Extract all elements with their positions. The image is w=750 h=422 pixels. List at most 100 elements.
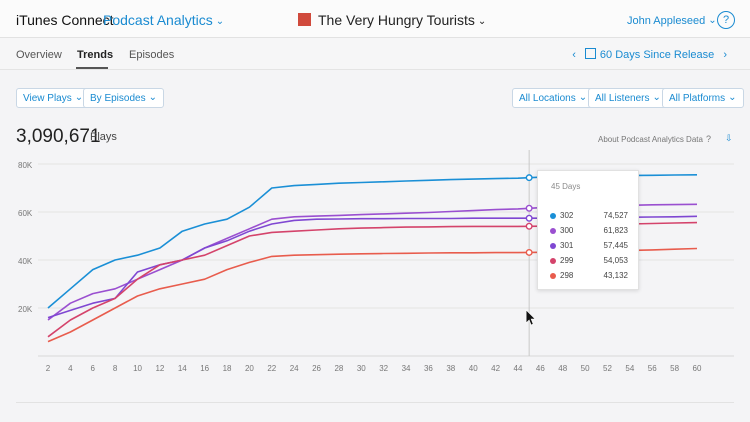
download-icon[interactable]: ⇩	[725, 133, 733, 143]
listeners-filter-dropdown[interactable]: All Listeners ⌄	[588, 88, 668, 108]
x-tick-label: 10	[133, 364, 142, 373]
tooltip-episode: 300	[560, 226, 574, 235]
x-tick-label: 38	[446, 364, 455, 373]
chevron-down-icon[interactable]: ⌄	[578, 92, 588, 103]
x-tick-label: 48	[558, 364, 567, 373]
x-tick-label: 52	[603, 364, 612, 373]
tooltip-value: 57,445	[603, 241, 628, 250]
user-menu[interactable]: John Appleseed ⌄	[627, 15, 717, 27]
chevron-down-icon[interactable]: ⌄	[74, 92, 84, 103]
x-tick-label: 12	[155, 364, 164, 373]
x-tick-label: 30	[357, 364, 366, 373]
tooltip-episode: 301	[560, 241, 574, 250]
x-tick-label: 46	[536, 364, 545, 373]
x-tick-label: 28	[334, 364, 343, 373]
tooltip-value: 74,527	[603, 211, 628, 220]
locations-filter-dropdown[interactable]: All Locations ⌄	[512, 88, 595, 108]
x-tick-label: 14	[178, 364, 187, 373]
hover-marker-298	[525, 248, 533, 256]
series-color-dot	[550, 273, 556, 279]
chevron-down-icon[interactable]: ⌄	[215, 16, 225, 27]
mouse-cursor-icon	[525, 309, 536, 326]
active-tab-indicator	[76, 67, 108, 69]
chevron-down-icon[interactable]: ⌄	[728, 92, 737, 103]
view-filter-label[interactable]: View Plays	[23, 93, 72, 104]
total-plays-value: 3,090,671	[16, 126, 101, 147]
view-filter-dropdown[interactable]: View Plays ⌄	[16, 88, 91, 108]
brand-title: iTunes Connect	[16, 12, 114, 28]
platforms-filter-dropdown[interactable]: All Platforms ⌄	[662, 88, 744, 108]
app-switcher[interactable]: Podcast Analytics ⌄	[103, 12, 224, 28]
about-data-link[interactable]: About Podcast Analytics Data	[598, 135, 703, 144]
previous-range-button[interactable]: ‹	[572, 49, 576, 61]
x-tick-label: 44	[514, 364, 523, 373]
tooltip-episode: 302	[560, 211, 574, 220]
tab-overview[interactable]: Overview	[16, 49, 62, 61]
next-range-button[interactable]: ›	[723, 49, 727, 61]
tooltip-value: 43,132	[603, 271, 628, 280]
listeners-filter-label[interactable]: All Listeners	[595, 93, 650, 104]
platforms-filter-label[interactable]: All Platforms	[669, 93, 726, 104]
x-tick-label: 36	[424, 364, 433, 373]
x-tick-label: 54	[625, 364, 634, 373]
tooltip-title: 45 Days	[551, 182, 581, 191]
podcast-selector[interactable]: The Very Hungry Tourists ⌄	[318, 12, 486, 28]
y-tick-label: 40K	[18, 257, 33, 266]
x-tick-label: 4	[68, 364, 73, 373]
user-name[interactable]: John Appleseed	[627, 15, 706, 27]
tab-trends[interactable]: Trends	[77, 49, 114, 61]
x-tick-label: 16	[200, 364, 209, 373]
x-tick-label: 42	[491, 364, 500, 373]
y-tick-label: 60K	[18, 209, 33, 218]
section-tabs: Overview Trends Episodes ‹ 60 Days Since…	[0, 38, 750, 70]
x-tick-label: 40	[469, 364, 478, 373]
hover-marker-299	[525, 222, 533, 230]
x-tick-label: 26	[312, 364, 321, 373]
podcast-title[interactable]: The Very Hungry Tourists	[318, 12, 475, 28]
total-plays-unit: Plays	[90, 131, 117, 143]
x-tick-label: 6	[91, 364, 96, 373]
top-navigation-bar: iTunes Connect Podcast Analytics ⌄ The Ve…	[0, 0, 750, 38]
x-tick-label: 20	[245, 364, 254, 373]
group-filter-dropdown[interactable]: By Episodes ⌄	[83, 88, 164, 108]
tooltip-episode: 299	[560, 256, 574, 265]
x-tick-label: 24	[290, 364, 299, 373]
x-tick-label: 8	[113, 364, 118, 373]
series-color-dot	[550, 213, 556, 219]
hover-marker-300	[525, 204, 533, 212]
x-tick-label: 60	[693, 364, 702, 373]
x-tick-label: 58	[670, 364, 679, 373]
locations-filter-label[interactable]: All Locations	[519, 93, 576, 104]
series-color-dot	[550, 228, 556, 234]
x-tick-label: 56	[648, 364, 657, 373]
date-range-selector[interactable]: ‹ 60 Days Since Release ›	[566, 48, 733, 61]
chart-tooltip: 45 Days 302 74,527 300 61,823 301 57,445 299 54…	[537, 170, 639, 290]
series-color-dot	[550, 243, 556, 249]
x-tick-label: 32	[379, 364, 388, 373]
footer-divider	[16, 402, 734, 403]
x-tick-label: 34	[402, 364, 411, 373]
x-tick-label: 22	[267, 364, 276, 373]
tooltip-value: 61,823	[603, 226, 628, 235]
series-color-dot	[550, 258, 556, 264]
y-tick-label: 20K	[18, 305, 33, 314]
tooltip-row: 298 43,132	[550, 270, 628, 282]
tooltip-value: 54,053	[603, 256, 628, 265]
chevron-down-icon[interactable]: ⌄	[477, 16, 487, 27]
x-tick-label: 18	[223, 364, 232, 373]
tab-episodes[interactable]: Episodes	[129, 49, 175, 61]
hover-marker-301	[525, 214, 533, 222]
date-range-label[interactable]: 60 Days Since Release	[599, 49, 715, 61]
tooltip-row: 301 57,445	[550, 240, 628, 252]
chevron-down-icon[interactable]: ⌄	[708, 15, 717, 26]
chevron-down-icon[interactable]: ⌄	[148, 92, 157, 103]
help-button[interactable]: ?	[717, 11, 735, 29]
app-name[interactable]: Podcast Analytics	[103, 12, 213, 28]
tooltip-row: 299 54,053	[550, 255, 628, 267]
tooltip-row: 300 61,823	[550, 225, 628, 237]
about-help-icon[interactable]: ?	[706, 134, 712, 144]
chevron-down-icon[interactable]: ⌄	[652, 92, 661, 103]
x-tick-label: 2	[46, 364, 51, 373]
hover-marker-302	[525, 174, 533, 182]
group-filter-label[interactable]: By Episodes	[90, 93, 146, 104]
